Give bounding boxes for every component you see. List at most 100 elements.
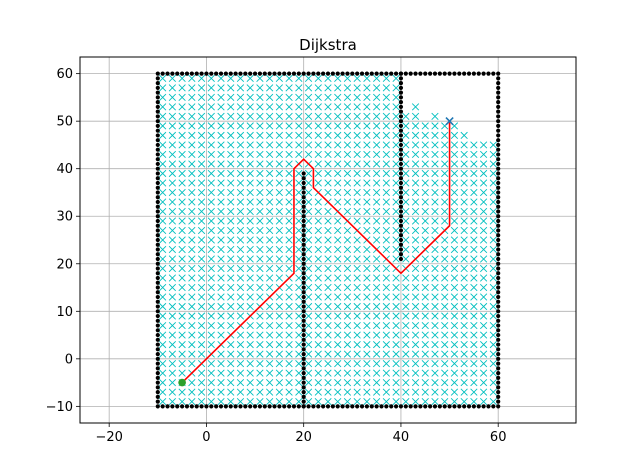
obstacle-point — [301, 223, 306, 228]
explored-node — [392, 340, 400, 349]
explored-node — [178, 169, 186, 178]
obstacle-point — [496, 133, 501, 138]
explored-node — [246, 198, 254, 206]
explored-node — [373, 350, 381, 358]
explored-node — [178, 283, 186, 292]
obstacle-point — [199, 404, 204, 409]
obstacle-point — [301, 261, 306, 266]
explored-node — [217, 312, 225, 320]
explored-node — [266, 312, 274, 320]
obstacle-point — [496, 237, 501, 243]
explored-node — [227, 293, 235, 301]
explored-node — [217, 141, 225, 149]
explored-node — [178, 245, 186, 254]
explored-node — [178, 198, 186, 206]
explored-node — [460, 397, 468, 406]
explored-node — [159, 74, 167, 83]
explored-node — [197, 150, 206, 159]
explored-node — [334, 84, 342, 92]
explored-node — [178, 160, 186, 168]
explored-node — [207, 93, 215, 102]
obstacle-point — [160, 71, 165, 76]
explored-node — [324, 141, 332, 149]
explored-node — [373, 122, 381, 130]
obstacle-point — [496, 81, 501, 86]
explored-node — [489, 359, 497, 368]
obstacle-point — [398, 133, 404, 138]
explored-node — [479, 236, 488, 244]
obstacle-point — [345, 71, 350, 76]
explored-node — [285, 160, 293, 168]
obstacle-point — [496, 190, 501, 195]
explored-node — [295, 188, 303, 197]
explored-node — [431, 122, 439, 130]
explored-node — [431, 141, 439, 149]
explored-node — [304, 378, 313, 387]
obstacle-point — [486, 404, 491, 409]
explored-node — [188, 302, 196, 311]
explored-node — [197, 226, 206, 235]
explored-node — [285, 169, 293, 178]
obstacle-point — [155, 361, 160, 366]
explored-node — [227, 198, 235, 206]
obstacle-point — [398, 76, 404, 81]
explored-node — [353, 378, 361, 387]
explored-node — [431, 198, 439, 206]
explored-node — [470, 169, 478, 178]
explored-node — [275, 169, 283, 178]
explored-node — [343, 302, 352, 311]
explored-node — [285, 293, 293, 301]
explored-node — [178, 331, 186, 339]
obstacle-point — [437, 71, 442, 76]
explored-node — [470, 179, 478, 187]
explored-node — [207, 283, 215, 292]
explored-node — [275, 93, 283, 102]
explored-node — [217, 255, 225, 263]
explored-node — [373, 331, 381, 339]
explored-node — [343, 103, 352, 111]
explored-node — [159, 331, 167, 339]
explored-node — [207, 245, 215, 254]
explored-node — [256, 103, 264, 111]
obstacle-point — [301, 370, 306, 376]
explored-node — [324, 226, 332, 235]
obstacle-point — [223, 404, 228, 409]
obstacle-point — [155, 285, 160, 290]
explored-node — [470, 217, 478, 225]
explored-node — [285, 369, 293, 377]
explored-node — [489, 388, 497, 396]
explored-node — [197, 331, 206, 339]
explored-node — [450, 150, 459, 159]
explored-node — [197, 274, 206, 282]
obstacle-point — [496, 138, 501, 143]
explored-node — [324, 160, 332, 168]
obstacle-point — [398, 209, 404, 214]
explored-node — [275, 179, 283, 187]
explored-node — [421, 274, 429, 282]
explored-node — [421, 359, 429, 368]
explored-node — [402, 207, 410, 216]
explored-node — [217, 359, 225, 368]
explored-node — [314, 179, 322, 187]
explored-node — [246, 131, 254, 140]
explored-node — [256, 331, 264, 339]
obstacle-point — [155, 290, 160, 295]
explored-node — [373, 131, 381, 140]
explored-node — [460, 141, 468, 149]
obstacle-point — [398, 95, 404, 100]
explored-node — [197, 179, 206, 187]
explored-node — [275, 112, 283, 121]
obstacle-point — [496, 85, 501, 90]
explored-node — [324, 245, 332, 254]
obstacle-point — [496, 266, 501, 271]
explored-node — [363, 378, 371, 387]
obstacle-point — [301, 204, 306, 209]
explored-node — [246, 302, 254, 311]
explored-node — [227, 141, 235, 149]
explored-node — [266, 388, 274, 396]
explored-node — [314, 283, 322, 292]
explored-node — [207, 207, 215, 216]
obstacle-point — [155, 337, 160, 342]
explored-node — [285, 302, 293, 311]
explored-node — [197, 93, 206, 102]
